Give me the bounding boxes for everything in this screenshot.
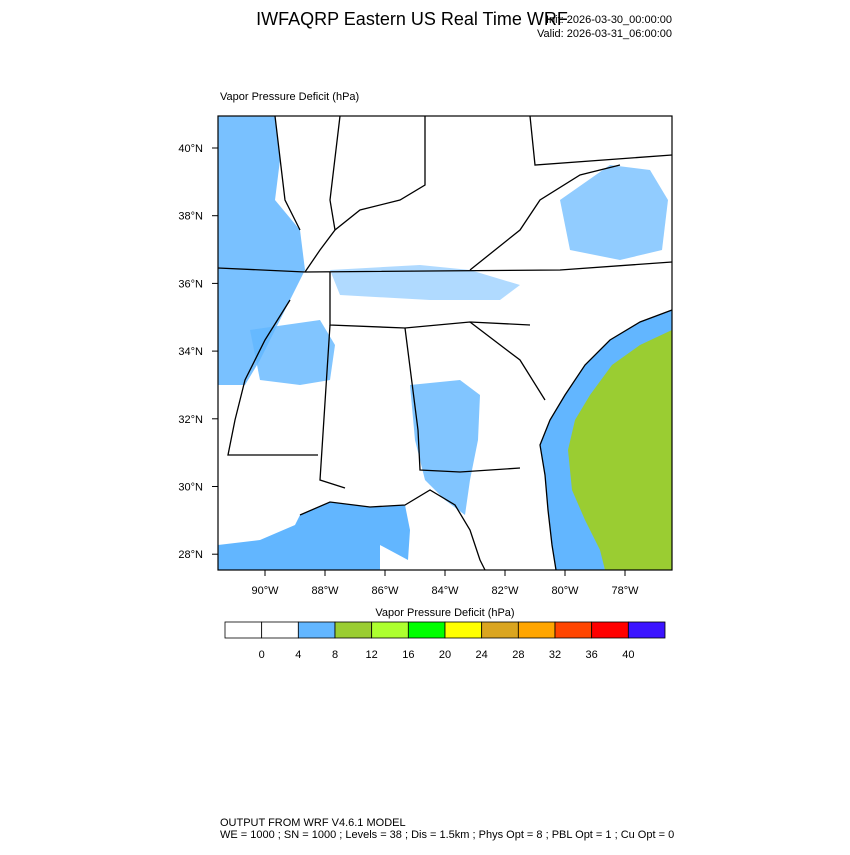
coastline	[299, 489, 486, 571]
gulf	[218, 502, 410, 570]
init-time: Init: 2026-03-30_00:00:00	[546, 14, 672, 26]
colorbar-label: 0	[259, 649, 265, 661]
blue-region-tn	[330, 265, 520, 300]
lat-label: 32°N	[178, 414, 203, 426]
colorbar-label: 12	[366, 649, 378, 661]
colorbar-label: 24	[476, 649, 488, 661]
colorbar-box	[517, 621, 556, 639]
lon-label: 78°W	[611, 585, 639, 597]
colorbar-label: 32	[549, 649, 561, 661]
border	[469, 321, 546, 401]
border	[469, 164, 621, 271]
colorbar-box	[371, 621, 409, 639]
map	[217, 115, 673, 571]
lat-label: 30°N	[178, 482, 203, 494]
lon-label: 88°W	[311, 585, 339, 597]
state-borders	[217, 115, 673, 571]
field-label: Vapor Pressure Deficit (hPa)	[220, 91, 359, 103]
blue-region-ga	[410, 380, 480, 515]
lon-label: 82°W	[491, 585, 519, 597]
colorbar-label: 28	[512, 649, 524, 661]
footer-line: WE = 1000 ; SN = 1000 ; Levels = 38 ; Di…	[220, 829, 674, 841]
colorbar-label: 16	[402, 649, 414, 661]
border	[329, 115, 341, 231]
colorbar-box	[554, 621, 593, 639]
blue-region-va	[560, 165, 668, 260]
border	[274, 115, 301, 231]
border	[319, 324, 346, 489]
border	[227, 299, 318, 456]
footer-line: OUTPUT FROM WRF V4.6.1 MODEL	[220, 817, 406, 829]
ocean-green	[568, 330, 672, 570]
colorbar-box	[224, 621, 263, 639]
colorbar-box	[591, 621, 629, 639]
colorbar-box	[334, 621, 373, 639]
valid-time: Valid: 2026-03-31_06:00:00	[537, 28, 672, 40]
colorbar-label: 36	[586, 649, 598, 661]
colorbar-title: Vapor Pressure Deficit (hPa)	[375, 607, 514, 619]
lat-label: 40°N	[178, 143, 203, 155]
title: IWFAQRP Eastern US Real Time WRF	[256, 9, 568, 29]
lat-label: 36°N	[178, 278, 203, 290]
colorbar-label: 8	[332, 649, 338, 661]
colorbar-box	[261, 621, 299, 639]
border	[304, 116, 426, 273]
lat-label: 28°N	[178, 549, 203, 561]
border	[404, 327, 521, 473]
lat-label: 34°N	[178, 346, 203, 358]
colorbar-box	[407, 621, 446, 639]
lat-label: 38°N	[178, 211, 203, 223]
border	[529, 115, 673, 166]
lon-label: 80°W	[551, 585, 579, 597]
coastline	[539, 309, 673, 571]
border	[217, 261, 673, 273]
colorbar-box	[444, 621, 483, 639]
colorbar-box	[481, 621, 519, 639]
colorbar-box	[627, 621, 666, 639]
colorbar-label: 40	[622, 649, 634, 661]
blue-region-ms	[250, 320, 335, 385]
colorbar-label: 20	[439, 649, 451, 661]
lon-label: 84°W	[431, 585, 459, 597]
blue-region-west	[218, 116, 305, 385]
lon-label: 90°W	[251, 585, 279, 597]
colorbar-label: 4	[295, 649, 301, 661]
lon-label: 86°W	[371, 585, 399, 597]
colorbar-box	[297, 621, 336, 639]
